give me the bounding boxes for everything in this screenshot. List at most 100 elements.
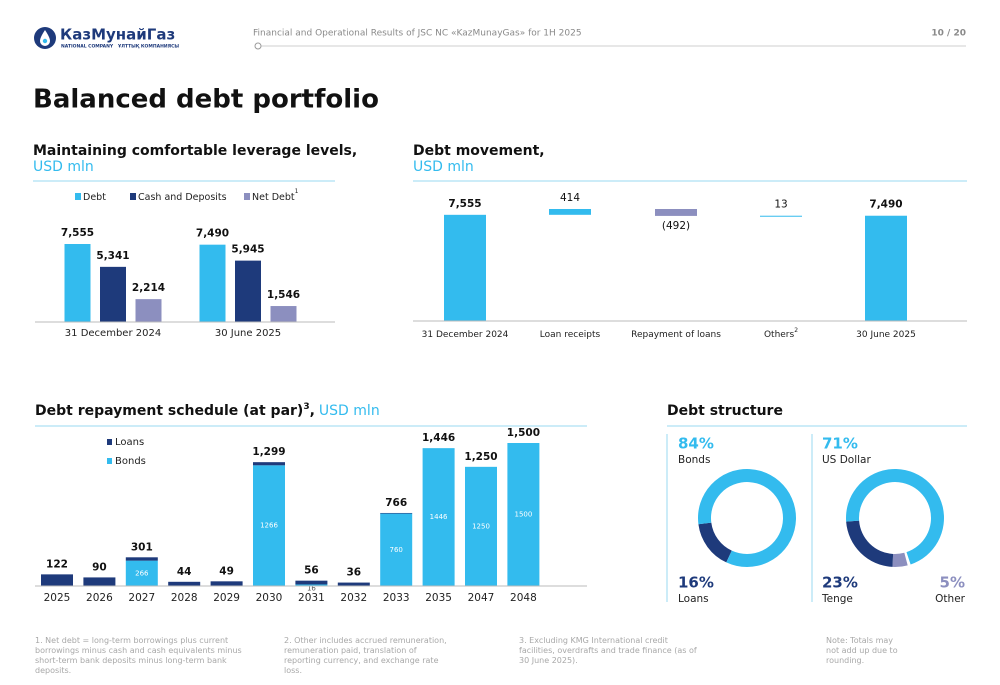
category-label: 31 December 2024 [422,330,509,340]
category-label: 2025 [44,592,71,604]
chart-subtitle: USD mln [319,403,380,419]
chart-title: Debt repayment schedule (at par)3, USD ml… [35,402,380,420]
category-label: 30 June 2025 [856,330,916,340]
bar-segment [337,582,370,586]
total-label: 122 [46,558,68,570]
category-label: 30 June 2025 [215,328,281,339]
legend-label: Cash and Deposits [138,192,227,203]
category-label: 2030 [256,592,283,604]
data-label: 414 [560,192,580,204]
total-label: 1,299 [252,446,285,458]
bar [865,215,907,321]
segment-name: US Dollar [822,454,871,466]
bar-segment [253,462,285,466]
bar-segment [380,512,413,514]
legend-swatch [244,193,250,200]
logo-text: КазМунайГаз [60,26,175,44]
data-label: 13 [774,199,787,211]
footnote-mark: 3 [303,402,309,412]
legend-swatch [130,193,136,200]
segment-label: 266 [135,569,149,577]
total-label: 36 [346,567,361,579]
total-label: 44 [177,566,192,578]
data-label: 7,555 [61,227,94,239]
bar-segment [295,580,328,585]
segment-name: Loans [678,593,709,605]
chart-title: Debt structure [667,403,783,419]
category-label: 31 December 2024 [65,328,161,339]
footnote-mark: 2 [794,327,798,334]
category-label: 2027 [128,592,155,604]
bar-segment [380,513,413,586]
legend-swatch [107,439,112,445]
bar-segment [465,466,497,586]
category-label: Loan receipts [540,330,601,340]
total-label: 301 [131,541,153,553]
total-label: 49 [219,565,234,577]
bar-segment [295,584,328,586]
bar-segment [507,443,540,586]
chart-title: Maintaining comfortable leverage levels, [33,143,357,159]
data-label: 2,214 [132,282,165,294]
logo-sub: ҰЛТТЫҚ КОМПАНИЯСЫ [117,44,179,50]
legend-text: Debt [83,192,106,203]
total-label: 1,250 [464,451,497,463]
segment-label: 1250 [472,522,490,530]
legend-label: Net Debt1 [252,188,299,203]
legend-text: Cash and Deposits [138,192,227,203]
category-text: 31 December 2024 [422,330,509,340]
data-label: 5,945 [231,244,264,256]
bar [135,299,162,322]
percent-label: 16% [678,574,714,592]
percent-label: 23% [822,574,858,592]
legend-swatch [75,193,81,200]
bar [655,209,697,216]
percent-label: 71% [822,435,858,453]
category-label: 2032 [340,592,367,604]
bar-segment [168,581,201,586]
bar [549,209,591,215]
data-label: 5,341 [96,250,129,262]
data-label: 1,546 [267,289,300,301]
segment-label: 16 [307,584,316,592]
percent-label: 84% [678,435,714,453]
percent-label: 5% [940,574,965,592]
segment-label: 1446 [430,513,448,521]
footnote-mark: 1 [295,188,299,195]
category-text: Loan receipts [540,330,601,340]
legend-swatch [107,458,112,464]
segment-name: Bonds [678,454,710,466]
category-label: 2047 [468,592,495,604]
bar [100,266,126,322]
bar-segment [41,574,73,586]
bar-segment [210,581,243,586]
legend-text: Net Debt [252,192,295,203]
donut-segment [698,522,732,563]
category-text: Others [764,330,795,340]
data-label: 7,555 [448,198,481,210]
slide-title: Balanced debt portfolio [33,85,379,115]
bar-segment [125,560,158,586]
total-label: 1,446 [422,432,455,444]
category-label: 2029 [213,592,240,604]
bar [444,214,486,321]
legend-label: Loans [115,437,144,448]
chart-title-text: Debt movement, [413,143,545,159]
donut-segment [846,520,894,567]
bar [64,244,91,322]
bar-segment [253,465,285,586]
footnote: 1. Net debt = long-term borrowings plus … [35,636,242,675]
chart-subtitle: USD mln [413,159,474,175]
title-separator: , [310,403,315,419]
segment-label: 1266 [260,522,278,530]
total-label: 90 [92,561,107,573]
total-label: 1,500 [507,427,540,439]
total-label: 766 [385,497,407,509]
bar [235,260,261,322]
chart-title-text: Maintaining comfortable leverage levels, [33,143,357,159]
footnote: 3. Excluding KMG International credit fa… [519,636,697,665]
bar-segment [125,557,158,561]
logo-drop [40,30,50,46]
